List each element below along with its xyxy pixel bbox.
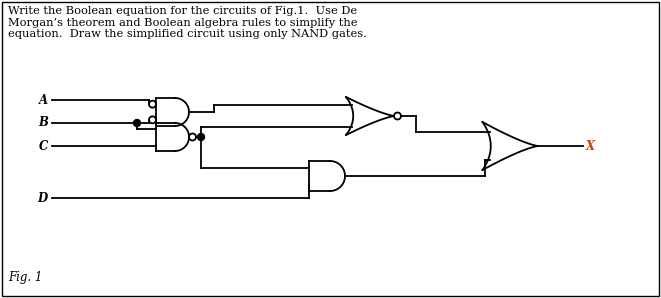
Text: B: B	[38, 117, 48, 130]
Text: Write the Boolean equation for the circuits of Fig.1.  Use De: Write the Boolean equation for the circu…	[8, 6, 357, 16]
Circle shape	[198, 134, 204, 140]
Text: A: A	[39, 94, 48, 106]
Text: equation.  Draw the simplified circuit using only NAND gates.: equation. Draw the simplified circuit us…	[8, 29, 367, 39]
Text: D: D	[38, 192, 48, 204]
Text: X: X	[586, 139, 595, 153]
Text: Fig. 1: Fig. 1	[8, 271, 42, 284]
Text: Morgan’s theorem and Boolean algebra rules to simplify the: Morgan’s theorem and Boolean algebra rul…	[8, 18, 358, 27]
Circle shape	[134, 119, 141, 126]
Text: C: C	[38, 139, 48, 153]
